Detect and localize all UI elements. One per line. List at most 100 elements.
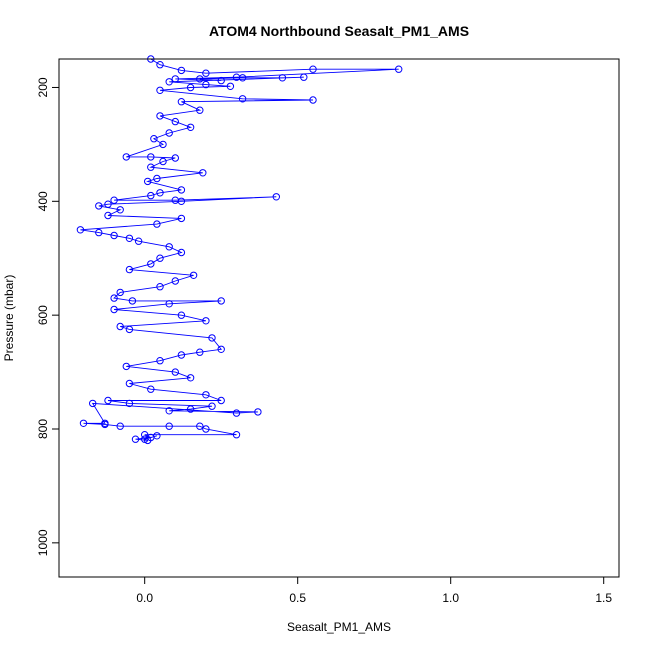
data-point — [171, 154, 180, 162]
data-point — [144, 177, 152, 186]
data-point — [110, 294, 118, 302]
data-point — [196, 106, 204, 114]
y-tick-label: 400 — [36, 191, 50, 211]
y-axis: 200 400 600 800 1000 — [36, 77, 60, 556]
data-point — [116, 206, 124, 214]
data-point — [177, 248, 186, 257]
y-tick-label: 200 — [36, 77, 50, 97]
data-point — [217, 396, 225, 405]
data-point — [76, 226, 85, 234]
data-point — [153, 432, 161, 440]
data-point — [125, 379, 134, 388]
data-point — [208, 402, 216, 410]
data-point — [156, 254, 164, 262]
data-point — [309, 65, 317, 73]
data-point — [116, 422, 124, 430]
data-point — [165, 422, 173, 430]
data-point — [104, 200, 112, 208]
data-point — [95, 228, 103, 237]
data-point — [131, 435, 140, 443]
data-point — [147, 153, 155, 161]
data-point — [202, 391, 210, 399]
y-tick-label: 600 — [36, 305, 50, 325]
data-point — [147, 191, 155, 200]
x-axis-label: Seasalt_PM1_AMS — [287, 620, 391, 634]
x-tick-label: 1.5 — [595, 591, 612, 605]
data-point — [196, 348, 204, 356]
data-point — [165, 300, 173, 308]
data-point — [159, 140, 167, 149]
data-point — [217, 345, 225, 353]
data-point — [156, 189, 164, 197]
data-point — [177, 214, 186, 223]
data-point — [232, 409, 241, 417]
data-point — [202, 425, 210, 433]
data-point — [150, 135, 158, 143]
data-point — [147, 163, 155, 171]
data-point — [199, 169, 207, 177]
data-point — [217, 76, 225, 85]
data-point — [79, 419, 88, 427]
data-point — [104, 396, 112, 405]
data-point — [156, 112, 164, 120]
data-point — [309, 96, 317, 104]
data-point — [159, 157, 167, 166]
data-point — [125, 399, 134, 408]
data-point — [186, 83, 195, 92]
series-line — [80, 58, 399, 441]
x-tick-label: 0.5 — [289, 591, 306, 605]
data-point — [171, 75, 180, 83]
data-point — [110, 305, 118, 314]
data-point — [89, 399, 97, 408]
data-point — [147, 385, 155, 393]
data-point — [165, 129, 173, 137]
data-point — [177, 66, 186, 75]
data-point — [156, 60, 164, 69]
series-0 — [76, 55, 403, 445]
data-point — [125, 325, 134, 334]
data-point — [125, 234, 134, 243]
data-point — [128, 297, 137, 305]
chart-title: ATOM4 Northbound Seasalt_PM1_AMS — [209, 23, 469, 39]
data-point — [208, 334, 216, 342]
data-point — [177, 186, 186, 194]
data-point — [217, 297, 225, 305]
data-point — [186, 123, 195, 132]
data-point — [156, 86, 164, 95]
data-point — [116, 322, 124, 331]
x-tick-label: 1.0 — [442, 591, 459, 605]
data-point — [226, 82, 235, 91]
x-axis: 0.0 0.5 1.0 1.5 — [136, 576, 612, 605]
data-point — [171, 117, 180, 126]
data-point — [153, 220, 161, 228]
data-point — [156, 283, 164, 291]
data-point — [300, 73, 308, 81]
data-point — [147, 260, 155, 268]
data-point — [165, 243, 173, 251]
data-point — [177, 98, 186, 106]
data-point — [196, 422, 204, 430]
data-point — [186, 374, 195, 382]
data-point — [186, 405, 195, 413]
data-point — [177, 197, 186, 206]
data-point — [238, 74, 247, 82]
data-point — [110, 231, 118, 240]
data-point — [171, 368, 180, 376]
data-point — [254, 408, 262, 416]
data-point — [116, 288, 124, 297]
data-point — [202, 80, 210, 89]
data-point — [125, 265, 134, 274]
y-tick-label: 1000 — [36, 529, 50, 556]
data-point — [110, 196, 118, 204]
data-point — [165, 78, 173, 86]
data-point — [122, 153, 131, 161]
data-point — [101, 420, 109, 429]
data-point — [141, 431, 149, 439]
data-point — [272, 193, 280, 201]
data-point — [395, 65, 403, 73]
data-point — [141, 435, 149, 443]
data-point — [238, 95, 247, 103]
data-point — [122, 362, 131, 371]
